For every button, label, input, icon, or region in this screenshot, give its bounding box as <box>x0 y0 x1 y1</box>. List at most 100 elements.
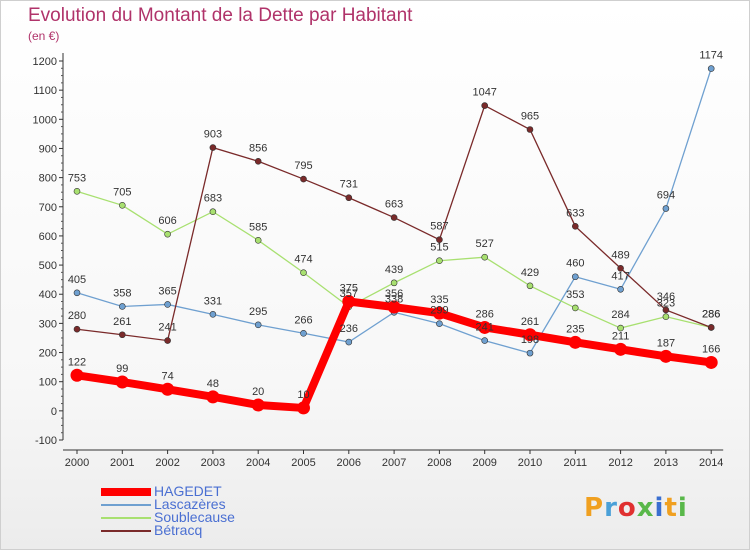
data-label: 965 <box>521 111 539 123</box>
data-label: 585 <box>249 221 267 233</box>
data-point <box>707 65 715 72</box>
data-point <box>119 331 126 339</box>
data-label: 633 <box>566 207 584 219</box>
data-point <box>73 289 81 297</box>
data-point <box>617 264 624 272</box>
data-point <box>254 236 262 244</box>
data-label: 286 <box>702 308 720 320</box>
y-tick-label: 1000 <box>33 114 57 126</box>
data-label: 663 <box>385 199 403 211</box>
data-label: 439 <box>385 264 403 276</box>
data-label: 346 <box>657 291 675 303</box>
legend-label: Soublecause <box>154 509 235 525</box>
data-point <box>526 126 534 133</box>
data-label: 357 <box>340 288 358 300</box>
data-label: 99 <box>116 363 128 375</box>
y-tick-label: 900 <box>39 143 57 155</box>
data-label: 261 <box>521 316 539 328</box>
data-point <box>300 175 307 183</box>
data-point <box>481 253 489 261</box>
data-label: 1047 <box>472 87 496 99</box>
legend-swatch <box>101 517 151 519</box>
data-label: 280 <box>68 310 86 322</box>
data-point <box>436 257 443 265</box>
data-label: 694 <box>657 190 675 202</box>
x-tick-label: 2009 <box>472 457 496 469</box>
legend-label: Lascazères <box>154 496 226 512</box>
data-label: 323 <box>657 298 675 310</box>
data-label: 856 <box>249 142 267 154</box>
data-point <box>297 401 310 415</box>
data-point <box>662 313 670 320</box>
data-point <box>345 338 353 346</box>
data-point <box>119 202 126 209</box>
data-point <box>70 368 84 382</box>
legend-label: HAGEDET <box>154 483 222 499</box>
data-label: 587 <box>430 221 448 233</box>
data-label: 527 <box>476 238 494 250</box>
data-point <box>659 349 673 363</box>
data-point <box>662 306 670 314</box>
data-point <box>478 320 492 334</box>
data-label: 489 <box>611 249 629 261</box>
data-point <box>73 188 81 195</box>
logo-letter: o <box>617 493 637 523</box>
data-label: 1174 <box>699 50 723 62</box>
data-label: 211 <box>612 330 630 342</box>
legend-swatch <box>101 504 151 506</box>
data-label: 358 <box>113 287 131 299</box>
data-label: 235 <box>566 323 584 335</box>
logo-letter: r <box>604 493 618 523</box>
data-point <box>662 205 670 212</box>
y-tick-label: -100 <box>35 435 57 447</box>
data-point <box>209 311 217 318</box>
y-tick-label: 700 <box>39 202 57 214</box>
y-tick-label: 500 <box>39 260 57 272</box>
data-point <box>254 157 262 165</box>
data-point <box>571 273 579 281</box>
data-label: 753 <box>68 172 86 184</box>
data-point <box>251 398 265 412</box>
data-label: 903 <box>204 129 222 141</box>
data-label: 795 <box>294 160 312 172</box>
chart-unit-label: (en €) <box>28 29 60 43</box>
data-label: 74 <box>161 370 173 382</box>
data-label: 284 <box>611 309 629 321</box>
data-point <box>164 230 171 238</box>
data-point <box>390 279 398 287</box>
data-point <box>571 304 579 312</box>
data-label: 198 <box>521 334 539 346</box>
data-label: 338 <box>385 293 403 305</box>
legend-swatch <box>101 488 151 496</box>
y-tick-label: 100 <box>39 377 57 389</box>
data-point <box>300 329 307 337</box>
data-point <box>436 236 443 244</box>
x-tick-label: 2008 <box>427 457 451 469</box>
data-point <box>387 300 401 314</box>
data-label: 515 <box>430 242 448 254</box>
data-point <box>707 324 715 331</box>
data-label: 299 <box>430 305 448 317</box>
data-label: 266 <box>294 314 312 326</box>
data-point <box>614 342 628 356</box>
y-tick-label: 200 <box>39 348 57 360</box>
data-label: 166 <box>702 343 720 355</box>
y-tick-label: 300 <box>39 318 57 330</box>
data-label: 122 <box>68 356 86 368</box>
data-point <box>571 223 579 230</box>
data-point <box>161 382 175 396</box>
x-tick-label: 2006 <box>337 457 361 469</box>
data-point <box>300 269 307 276</box>
x-tick-label: 2014 <box>699 457 723 469</box>
data-point <box>345 194 353 202</box>
data-point <box>481 337 489 344</box>
x-tick-label: 2004 <box>246 457 270 469</box>
data-label: 417 <box>611 270 629 282</box>
legend-swatch <box>101 530 151 532</box>
logo-letter: t <box>664 493 678 523</box>
data-label: 375 <box>340 283 358 295</box>
data-label: 48 <box>207 378 219 390</box>
chart-title: Evolution du Montant de la Dette par Hab… <box>28 5 413 26</box>
